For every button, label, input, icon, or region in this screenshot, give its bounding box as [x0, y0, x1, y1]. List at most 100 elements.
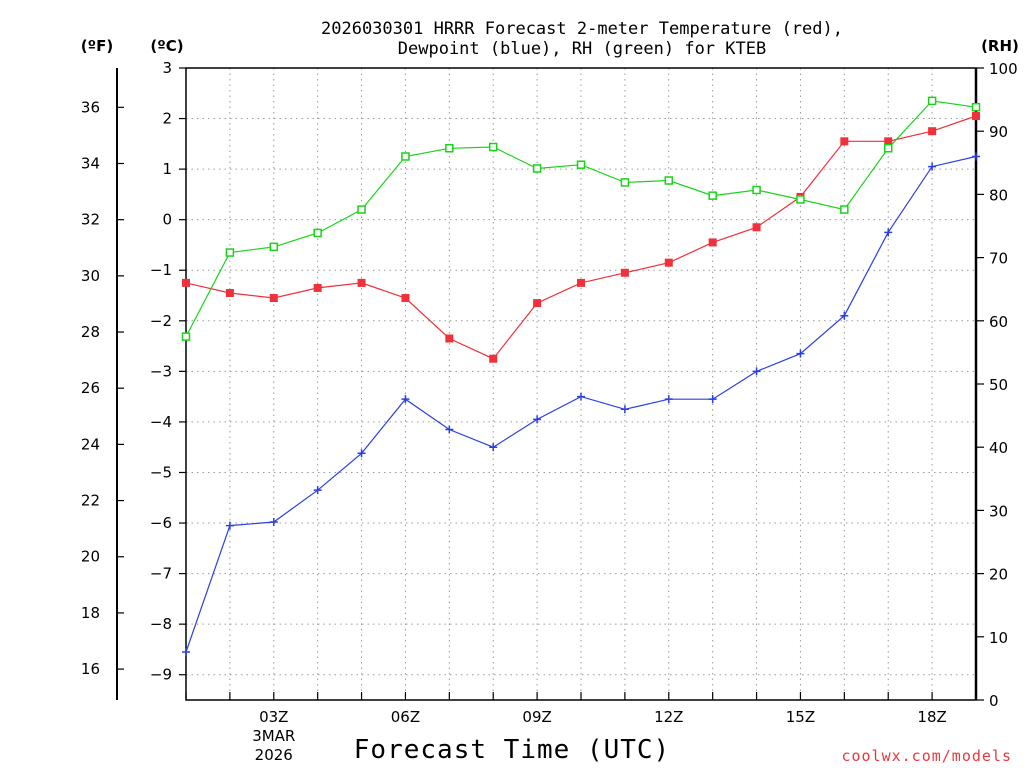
- dewpoint-point: [884, 228, 893, 237]
- x-tick-label: 12Z: [654, 708, 683, 726]
- rh-point: [796, 195, 805, 204]
- celsius-tick-label: −9: [150, 666, 172, 684]
- x-tick-label: 09Z: [522, 708, 551, 726]
- dewpoint-point: [182, 647, 190, 656]
- rh-tick-label: 80: [989, 186, 1008, 204]
- temperature-point: [182, 278, 190, 287]
- rh-point: [401, 152, 410, 161]
- rh-tick-label: 100: [989, 60, 1018, 78]
- chart-title-line-1: 2026030301 HRRR Forecast 2-meter Tempera…: [321, 19, 843, 39]
- celsius-tick-label: −2: [150, 312, 172, 330]
- temperature-point: [313, 283, 322, 292]
- series-layer: [181, 96, 981, 656]
- dewpoint-point: [840, 311, 849, 320]
- dewpoint-point: [533, 415, 542, 424]
- fahrenheit-ticks: 36 34 32 30 28 26 24 22 20 18 16: [81, 98, 124, 678]
- celsius-tick-label: 1: [162, 160, 172, 178]
- x-tick-date-label: 3MAR: [252, 727, 295, 745]
- temperature-point: [840, 137, 849, 146]
- celsius-tick-label: 2: [162, 110, 172, 128]
- rh-tick-label: 60: [989, 313, 1008, 331]
- fahrenheit-tick-label: 28: [81, 323, 100, 341]
- x-tick-label: 03Z: [259, 708, 288, 726]
- x-tick-label: 18Z: [917, 708, 946, 726]
- celsius-tick-label: 0: [162, 211, 172, 229]
- rh-point: [488, 142, 498, 152]
- temperature-point: [489, 354, 498, 363]
- rh-point: [927, 96, 937, 106]
- dewpoint-point: [445, 425, 454, 434]
- temperature-point: [972, 112, 980, 121]
- celsius-tick-label: −4: [150, 413, 172, 431]
- rh-point: [269, 242, 279, 252]
- celsius-ticks: 3 2 1 0 −1 −2 −3 −4 −5 −6 −7 −8 −9: [150, 59, 186, 684]
- fahrenheit-tick-label: 20: [81, 548, 100, 566]
- celsius-tick-label: −3: [150, 362, 172, 380]
- fahrenheit-tick-label: 26: [81, 379, 100, 397]
- celsius-tick-label: 3: [162, 59, 172, 77]
- dewpoint-point: [972, 152, 980, 161]
- rh-series: [181, 96, 981, 341]
- fahrenheit-axis-label: (ºF): [81, 37, 113, 55]
- fahrenheit-tick-label: 34: [81, 155, 100, 173]
- fahrenheit-tick-label: 32: [81, 211, 100, 229]
- rh-tick-label: 70: [989, 250, 1008, 268]
- dewpoint-point: [269, 518, 278, 527]
- rh-point: [532, 164, 542, 173]
- fahrenheit-tick-label: 24: [81, 435, 100, 453]
- celsius-tick-label: −6: [150, 514, 172, 532]
- temperature-point: [401, 294, 410, 303]
- rh-axis-label: (RH): [981, 37, 1019, 55]
- rh-point: [664, 176, 674, 185]
- rh-point: [576, 160, 586, 169]
- temperature-point: [269, 294, 278, 303]
- celsius-axis-label: (ºC): [150, 37, 183, 55]
- rh-point: [357, 205, 366, 214]
- grid: [186, 68, 976, 700]
- temperature-point: [533, 299, 542, 308]
- rh-point: [620, 178, 630, 187]
- dewpoint-point: [489, 443, 498, 452]
- dewpoint-point: [620, 405, 629, 414]
- celsius-tick-label: −1: [150, 261, 172, 279]
- fahrenheit-tick-label: 16: [81, 660, 100, 678]
- dewpoint-point: [401, 395, 410, 404]
- dewpoint-point: [357, 449, 366, 458]
- dewpoint-series: [182, 152, 980, 656]
- celsius-tick-label: −8: [150, 615, 172, 633]
- rh-tick-label: 90: [989, 123, 1008, 141]
- fahrenheit-tick-label: 18: [81, 604, 100, 622]
- rh-tick-label: 50: [989, 376, 1008, 394]
- rh-point: [840, 205, 849, 214]
- x-tick-date-label: 2026: [255, 746, 293, 764]
- x-tick-label: 15Z: [786, 708, 815, 726]
- rh-tick-label: 40: [989, 439, 1008, 457]
- x-tick-label: 06Z: [391, 708, 420, 726]
- rh-tick-label: 30: [989, 502, 1008, 520]
- credit-text[interactable]: coolwx.com/models: [841, 747, 1012, 765]
- x-axis-label: Forecast Time (UTC): [354, 735, 670, 765]
- temperature-point: [928, 127, 937, 136]
- dewpoint-point: [313, 486, 322, 495]
- chart-title-line-2: Dewpoint (blue), RH (green) for KTEB: [398, 39, 766, 59]
- celsius-tick-label: −7: [150, 565, 172, 583]
- temperature-point: [884, 137, 893, 146]
- temperature-point: [577, 278, 585, 287]
- celsius-tick-label: −5: [150, 463, 172, 481]
- rh-point: [752, 185, 761, 195]
- dewpoint-point: [664, 395, 673, 404]
- dewpoint-point: [796, 349, 805, 358]
- temperature-series: [182, 112, 980, 363]
- dewpoint-point: [708, 395, 717, 404]
- fahrenheit-tick-label: 36: [81, 98, 100, 116]
- temperature-point: [357, 278, 366, 287]
- rh-line: [185, 100, 977, 337]
- dewpoint-point: [577, 392, 585, 401]
- rh-tick-label: 10: [989, 629, 1008, 647]
- rh-point: [181, 332, 191, 341]
- rh-tick-label: 0: [989, 692, 999, 710]
- dewpoint-point: [928, 162, 937, 171]
